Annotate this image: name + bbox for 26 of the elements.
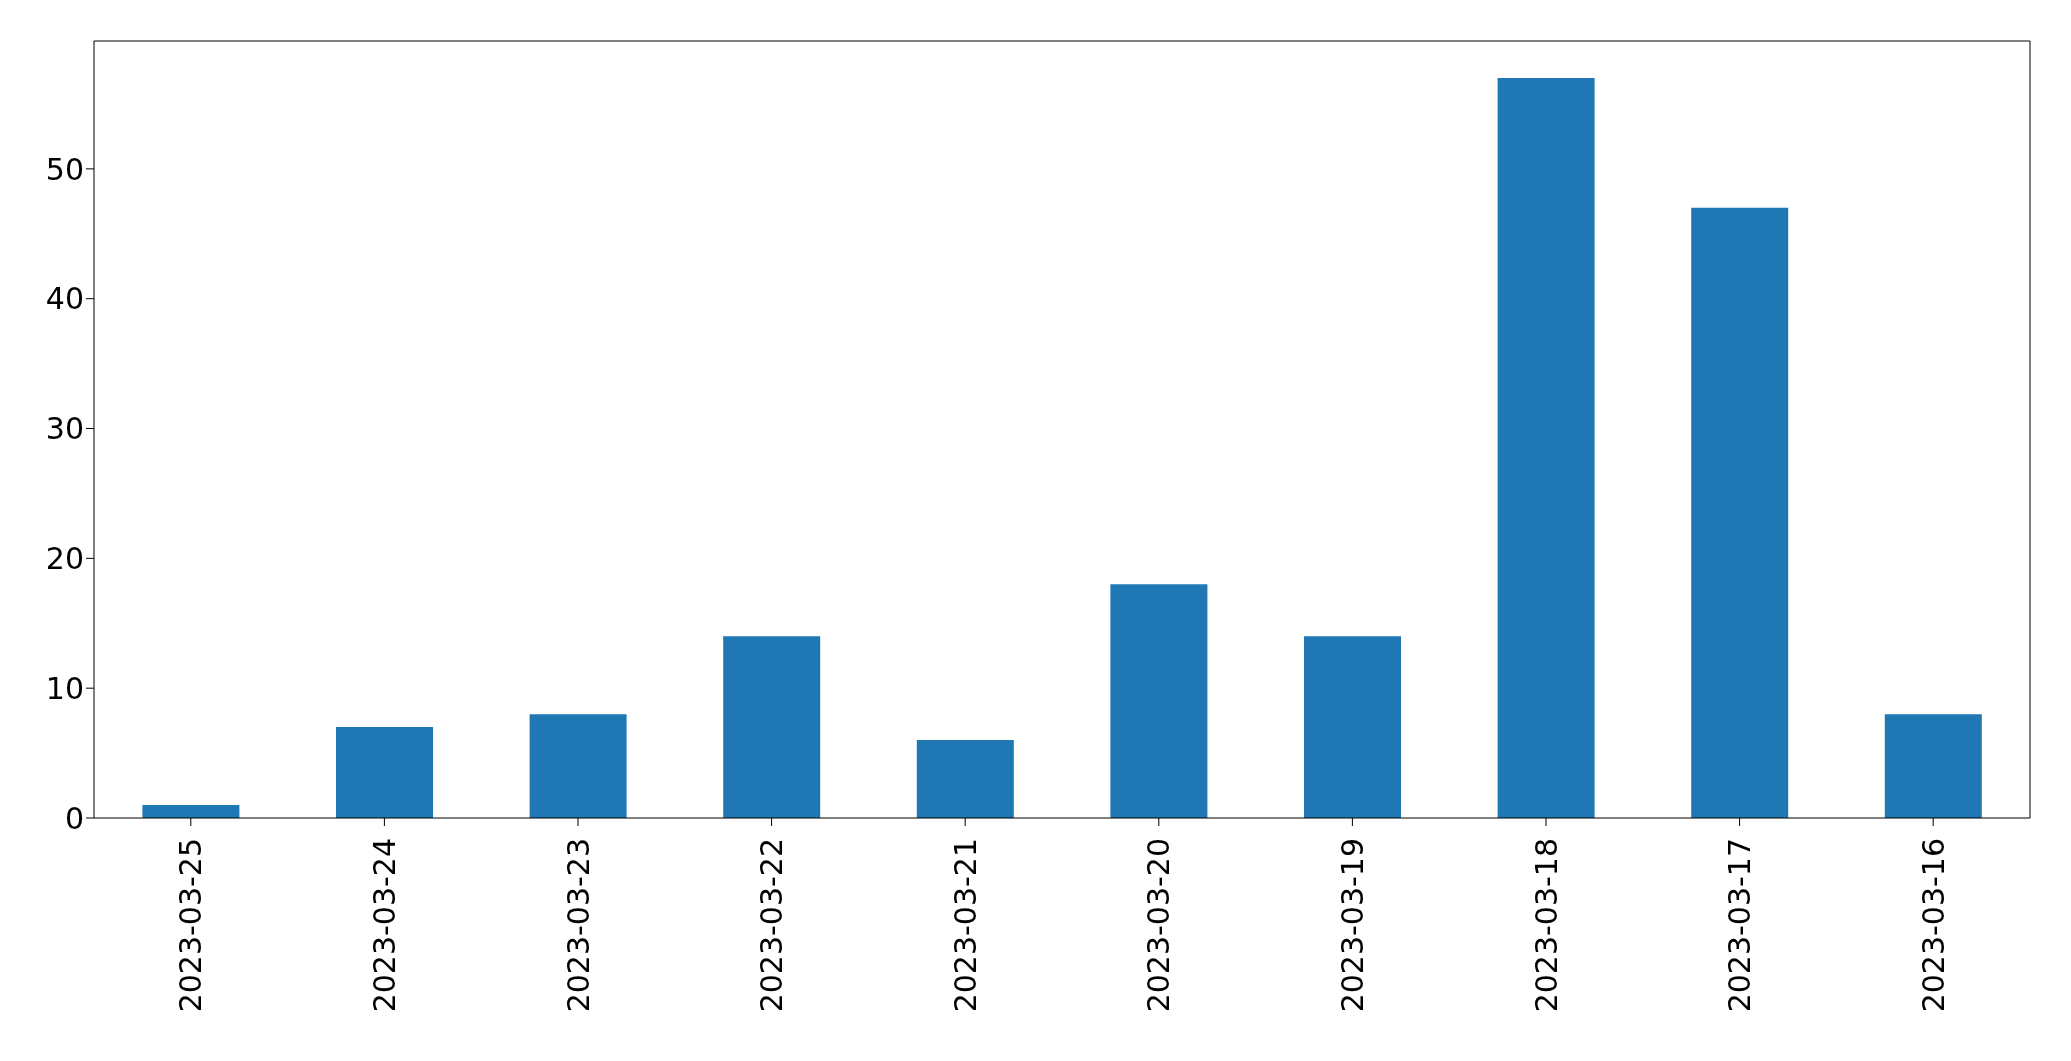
bar (1691, 207, 1789, 818)
y-tick-label: 20 (45, 541, 84, 576)
x-tick-label: 2023-03-19 (1334, 838, 1370, 1013)
x-tick-label: 2023-03-18 (1528, 838, 1564, 1013)
bar (529, 714, 627, 818)
y-tick-label: 30 (45, 411, 84, 447)
bar (1304, 636, 1401, 818)
bar (723, 636, 821, 818)
y-tick-label: 50 (45, 151, 84, 187)
x-tick-label: 2023-03-23 (560, 838, 596, 1013)
bar (1497, 78, 1595, 818)
bar (336, 727, 433, 818)
bar (142, 805, 240, 818)
x-tick-label: 2023-03-16 (1915, 838, 1951, 1013)
x-tick-label: 2023-03-25 (173, 838, 209, 1013)
y-tick-label: 40 (45, 281, 84, 317)
x-tick-label: 2023-03-24 (366, 838, 402, 1013)
y-tick-label: 0 (64, 800, 84, 836)
x-tick-label: 2023-03-20 (1141, 838, 1177, 1013)
x-tick-label: 2023-03-22 (754, 838, 790, 1013)
x-tick-label: 2023-03-17 (1722, 838, 1758, 1013)
x-tick-label: 2023-03-21 (947, 838, 983, 1013)
bar (1110, 584, 1208, 818)
bar (1884, 714, 1982, 818)
bar (916, 740, 1014, 818)
y-tick-label: 10 (45, 670, 84, 706)
